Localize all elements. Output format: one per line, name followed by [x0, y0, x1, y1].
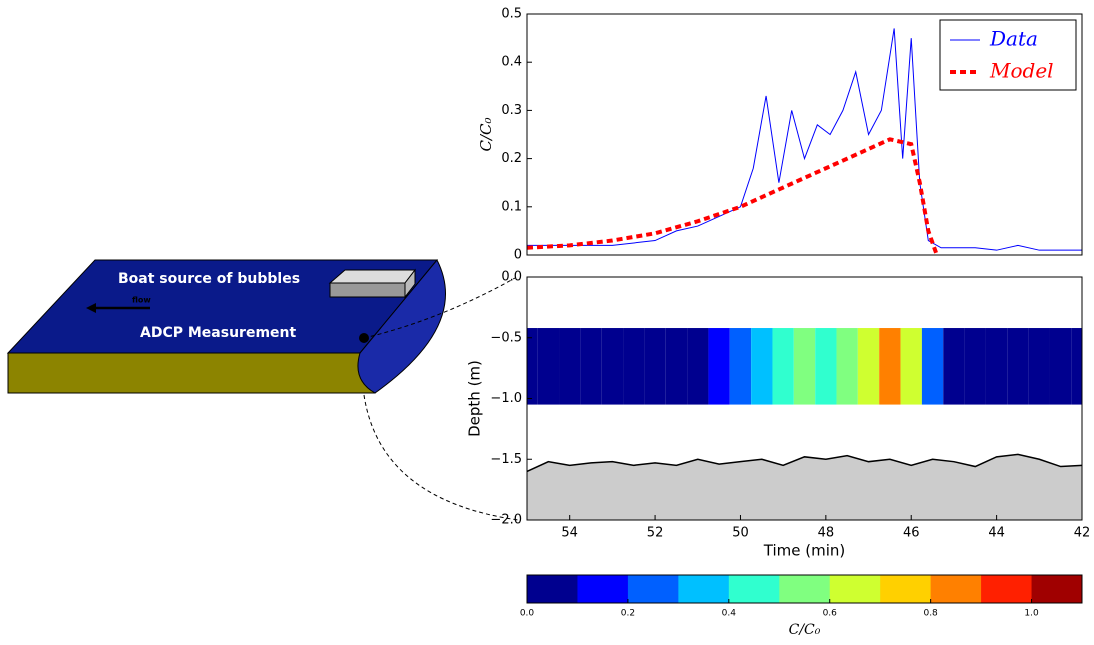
y-tick-label: 0.3 [501, 103, 522, 118]
colorbar-tick-label: 0.8 [923, 609, 938, 619]
heat-cell [537, 328, 560, 405]
y-tick-label: 0.2 [501, 151, 522, 166]
y-tick-label: −1.5 [490, 452, 522, 467]
colorbar-swatch [930, 575, 982, 603]
legend-box [939, 19, 1077, 91]
colorbar-swatch [880, 575, 932, 603]
bed-line [526, 453, 1083, 473]
colorbar-swatch [779, 575, 831, 603]
legend-label: Model [989, 59, 1054, 83]
boat-side [329, 282, 406, 298]
x-tick-label: 54 [561, 526, 578, 541]
heat-cell [793, 328, 816, 405]
colorbar-swatch [627, 575, 679, 603]
bed-area [527, 454, 1082, 520]
heat-cell [772, 328, 794, 405]
colorbar-swatch [728, 575, 780, 603]
heat-cell [985, 328, 1008, 405]
heat-cell [708, 328, 730, 405]
boat-top [328, 269, 417, 284]
heat-cell [623, 328, 645, 405]
heat-cell [1028, 328, 1050, 405]
diagram: flow Boat source of bubbles ADCP Measure… [6, 259, 519, 521]
colorbar-tick-label: 0.0 [520, 609, 535, 619]
heat-cell [879, 328, 901, 405]
channel-end [357, 259, 446, 394]
heat-cell [836, 328, 858, 405]
colorbar-swatch [678, 575, 730, 603]
colorbar-swatch [1031, 575, 1083, 603]
colorbar-label: C/C₀ [789, 622, 821, 638]
y-tick-label: 0 [514, 248, 522, 263]
y-tick-label: 0.0 [501, 270, 522, 285]
x-tick-label: 46 [903, 526, 920, 541]
x-tick-label: 48 [818, 526, 835, 541]
heat-cell [815, 328, 837, 405]
y-tick-label: 0.5 [501, 7, 522, 22]
heat-cell [1049, 328, 1072, 405]
heat-cell [857, 328, 880, 405]
colorbar-tick-label: 0.4 [722, 609, 737, 619]
adcp-label: ADCP Measurement [140, 325, 296, 341]
heat-cell [1007, 328, 1029, 405]
y-axis-label: Depth (m) [466, 360, 484, 437]
heat-cell [943, 328, 965, 405]
heat-cell [601, 328, 624, 405]
x-tick-label: 44 [988, 526, 1005, 541]
y-tick-label: −1.0 [490, 391, 522, 406]
heat-cell [964, 328, 986, 405]
y-tick-label: 0.4 [501, 55, 522, 70]
colorbar-swatch [527, 575, 578, 603]
x-axis-label: Time (min) [763, 542, 845, 560]
flow-label: flow [132, 296, 151, 305]
heat-cell [527, 328, 538, 405]
y-axis-label: C/C₀ [477, 117, 495, 151]
flow-arrowhead [86, 303, 96, 313]
heat-cell [900, 328, 922, 405]
heat-cell [580, 328, 602, 405]
x-tick-label: 52 [647, 526, 664, 541]
legend-label: Data [989, 27, 1038, 51]
colorbar-tick-label: 0.2 [621, 609, 635, 619]
series-line [527, 28, 1082, 251]
y-tick-label: −0.5 [490, 330, 522, 345]
heat-cell [921, 328, 944, 405]
x-tick-label: 42 [1074, 526, 1091, 541]
series-line [526, 137, 939, 256]
heat-cell [687, 328, 709, 405]
zoom-line [363, 277, 516, 339]
colorbar-swatch [981, 575, 1033, 603]
colorbar-swatch [577, 575, 629, 603]
channel-side [7, 352, 376, 394]
y-tick-label: 0.1 [501, 199, 522, 214]
heat-cell [665, 328, 688, 405]
heat-cell [644, 328, 666, 405]
plot-frame [526, 13, 1083, 256]
colorbar-tick-label: 1.0 [1024, 609, 1039, 619]
heat-cell [751, 328, 773, 405]
y-tick-label: −2.0 [490, 513, 522, 528]
boat-end [404, 268, 416, 299]
heat-cell [1071, 328, 1082, 405]
colorbar-swatch [829, 575, 881, 603]
colorbar-frame [526, 574, 1083, 604]
boat-label: Boat source of bubbles [118, 271, 300, 287]
heat-cell [729, 328, 752, 405]
colorbar-tick-label: 0.6 [823, 609, 838, 619]
heat-cell [559, 328, 581, 405]
x-tick-label: 50 [732, 526, 749, 541]
